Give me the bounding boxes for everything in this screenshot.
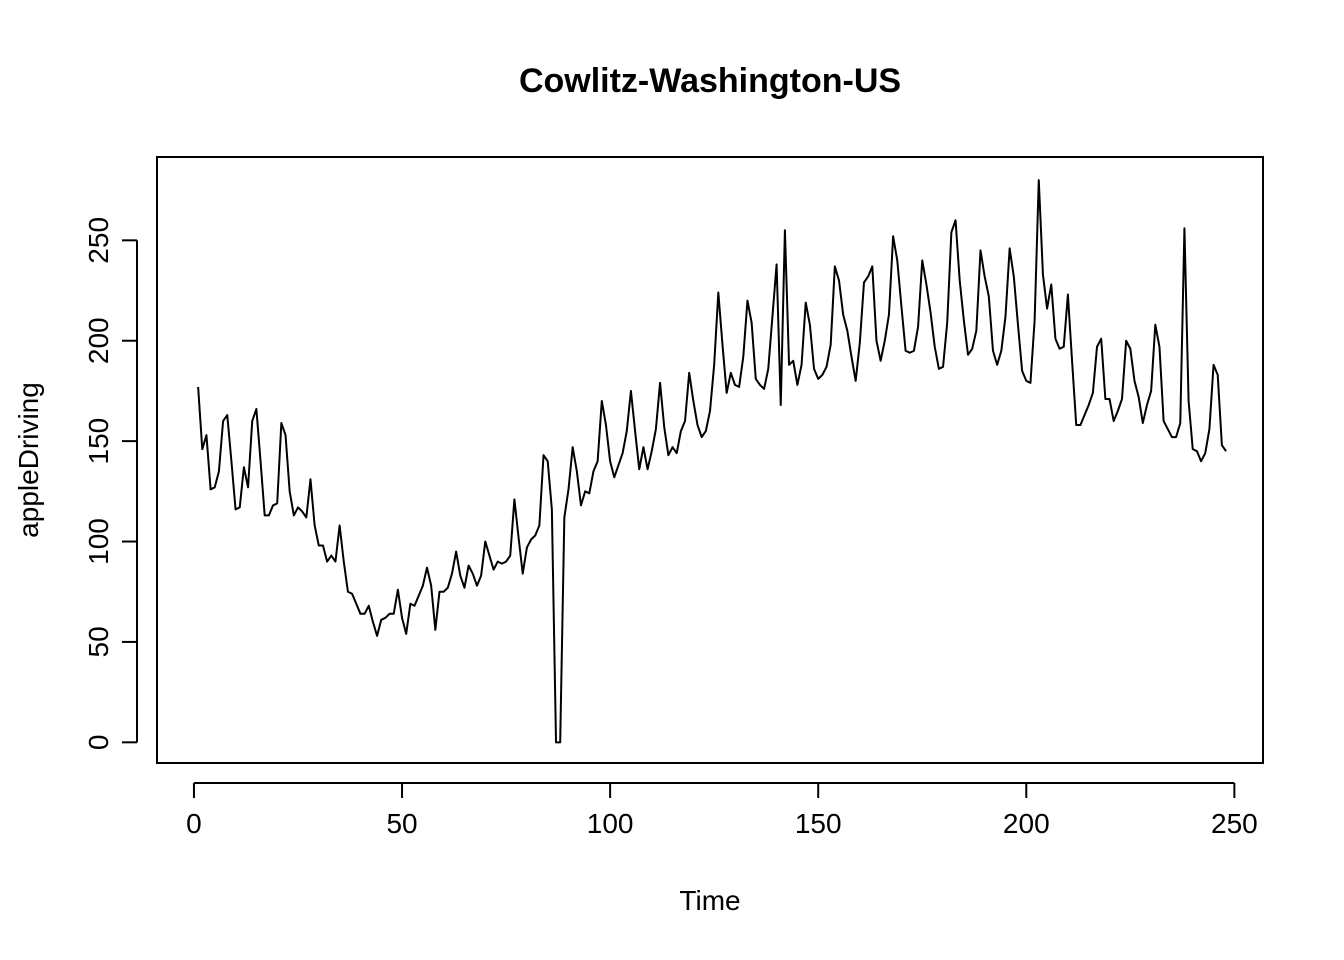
y-axis: 0 50 100 150 200 250	[83, 217, 138, 751]
series-line	[197, 179, 1227, 744]
y-tick-label: 200	[83, 317, 114, 364]
y-axis-label: appleDriving	[13, 382, 44, 538]
y-tick-label: 0	[83, 735, 114, 751]
x-tick-label: 0	[186, 808, 202, 839]
x-tick-label: 250	[1211, 808, 1258, 839]
x-tick-label: 200	[1003, 808, 1050, 839]
y-tick-label: 100	[83, 518, 114, 565]
y-tick-label: 50	[83, 626, 114, 657]
x-tick-label: 150	[795, 808, 842, 839]
x-tick-label: 50	[386, 808, 417, 839]
chart-title: Cowlitz-Washington-US	[519, 62, 901, 100]
plot-frame	[156, 156, 1264, 764]
y-tick-label: 250	[83, 217, 114, 264]
y-tick-label: 150	[83, 418, 114, 465]
x-axis-label: Time	[679, 885, 740, 916]
x-tick-label: 100	[587, 808, 634, 839]
x-axis: 0 50 100 150 200 250	[186, 782, 1258, 839]
